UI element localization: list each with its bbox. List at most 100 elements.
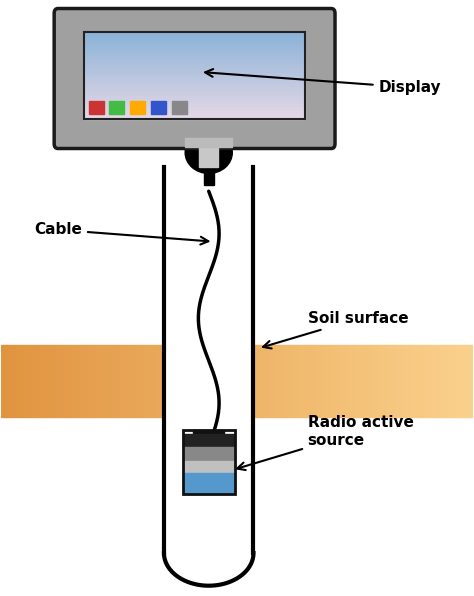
Bar: [84, 32, 305, 119]
Bar: [426, 346, 433, 417]
Text: Display: Display: [205, 69, 441, 95]
Bar: [84, 67, 305, 70]
Bar: [89, 101, 104, 114]
Bar: [84, 58, 305, 61]
Bar: [261, 346, 268, 417]
Bar: [229, 346, 237, 417]
Bar: [84, 55, 305, 58]
Bar: [183, 430, 235, 493]
Bar: [183, 448, 235, 461]
Bar: [88, 346, 96, 417]
Bar: [166, 346, 174, 417]
Bar: [183, 461, 235, 473]
Ellipse shape: [185, 132, 232, 173]
Bar: [84, 110, 305, 113]
Bar: [268, 346, 276, 417]
Bar: [9, 346, 17, 417]
Bar: [103, 346, 111, 417]
Bar: [410, 346, 418, 417]
Bar: [17, 346, 25, 417]
Bar: [457, 346, 465, 417]
Bar: [198, 346, 206, 417]
Bar: [64, 346, 72, 417]
Bar: [213, 346, 221, 417]
Bar: [84, 52, 305, 55]
Bar: [84, 32, 305, 35]
Bar: [331, 346, 339, 417]
Bar: [199, 141, 218, 167]
Bar: [143, 346, 151, 417]
Bar: [253, 346, 261, 417]
Bar: [355, 346, 363, 417]
Bar: [339, 346, 347, 417]
Text: Soil surface: Soil surface: [263, 311, 408, 349]
Bar: [182, 346, 190, 417]
Bar: [41, 346, 48, 417]
Bar: [206, 346, 213, 417]
Bar: [378, 346, 386, 417]
Bar: [84, 46, 305, 49]
Bar: [84, 73, 305, 76]
Bar: [292, 346, 300, 417]
Polygon shape: [164, 553, 254, 586]
Bar: [203, 162, 214, 185]
Bar: [158, 346, 166, 417]
FancyBboxPatch shape: [54, 8, 335, 148]
Bar: [174, 346, 182, 417]
Bar: [135, 346, 143, 417]
Bar: [237, 346, 245, 417]
Bar: [84, 96, 305, 98]
Bar: [130, 101, 145, 114]
Bar: [96, 346, 103, 417]
Bar: [371, 346, 378, 417]
Bar: [394, 346, 402, 417]
Bar: [84, 35, 305, 38]
Bar: [418, 346, 426, 417]
Bar: [465, 346, 473, 417]
Bar: [72, 346, 80, 417]
Text: Cable: Cable: [35, 222, 209, 244]
Bar: [300, 346, 308, 417]
Bar: [245, 346, 253, 417]
Bar: [316, 346, 323, 417]
Bar: [151, 101, 166, 114]
Bar: [183, 434, 235, 448]
Bar: [308, 346, 316, 417]
Bar: [84, 81, 305, 84]
Bar: [284, 346, 292, 417]
Bar: [84, 44, 305, 46]
Bar: [109, 101, 124, 114]
Bar: [80, 346, 88, 417]
Bar: [441, 346, 449, 417]
Text: Radio active
source: Radio active source: [237, 415, 413, 470]
Bar: [84, 84, 305, 87]
Bar: [84, 107, 305, 110]
Bar: [84, 70, 305, 73]
Bar: [164, 167, 254, 553]
Bar: [84, 113, 305, 116]
Bar: [84, 49, 305, 52]
Bar: [185, 138, 232, 147]
Bar: [151, 346, 158, 417]
Bar: [433, 346, 441, 417]
Bar: [84, 38, 305, 41]
Bar: [84, 93, 305, 96]
Bar: [111, 346, 119, 417]
Bar: [1, 346, 9, 417]
Bar: [56, 346, 64, 417]
Bar: [363, 346, 371, 417]
Bar: [84, 90, 305, 93]
Bar: [48, 346, 56, 417]
Bar: [84, 79, 305, 81]
Bar: [221, 346, 229, 417]
Bar: [84, 41, 305, 44]
Bar: [164, 346, 254, 417]
Bar: [119, 346, 127, 417]
Bar: [84, 61, 305, 64]
Bar: [84, 104, 305, 107]
Bar: [193, 430, 224, 434]
Bar: [84, 64, 305, 67]
Bar: [172, 101, 187, 114]
Bar: [84, 116, 305, 119]
Bar: [84, 101, 305, 104]
